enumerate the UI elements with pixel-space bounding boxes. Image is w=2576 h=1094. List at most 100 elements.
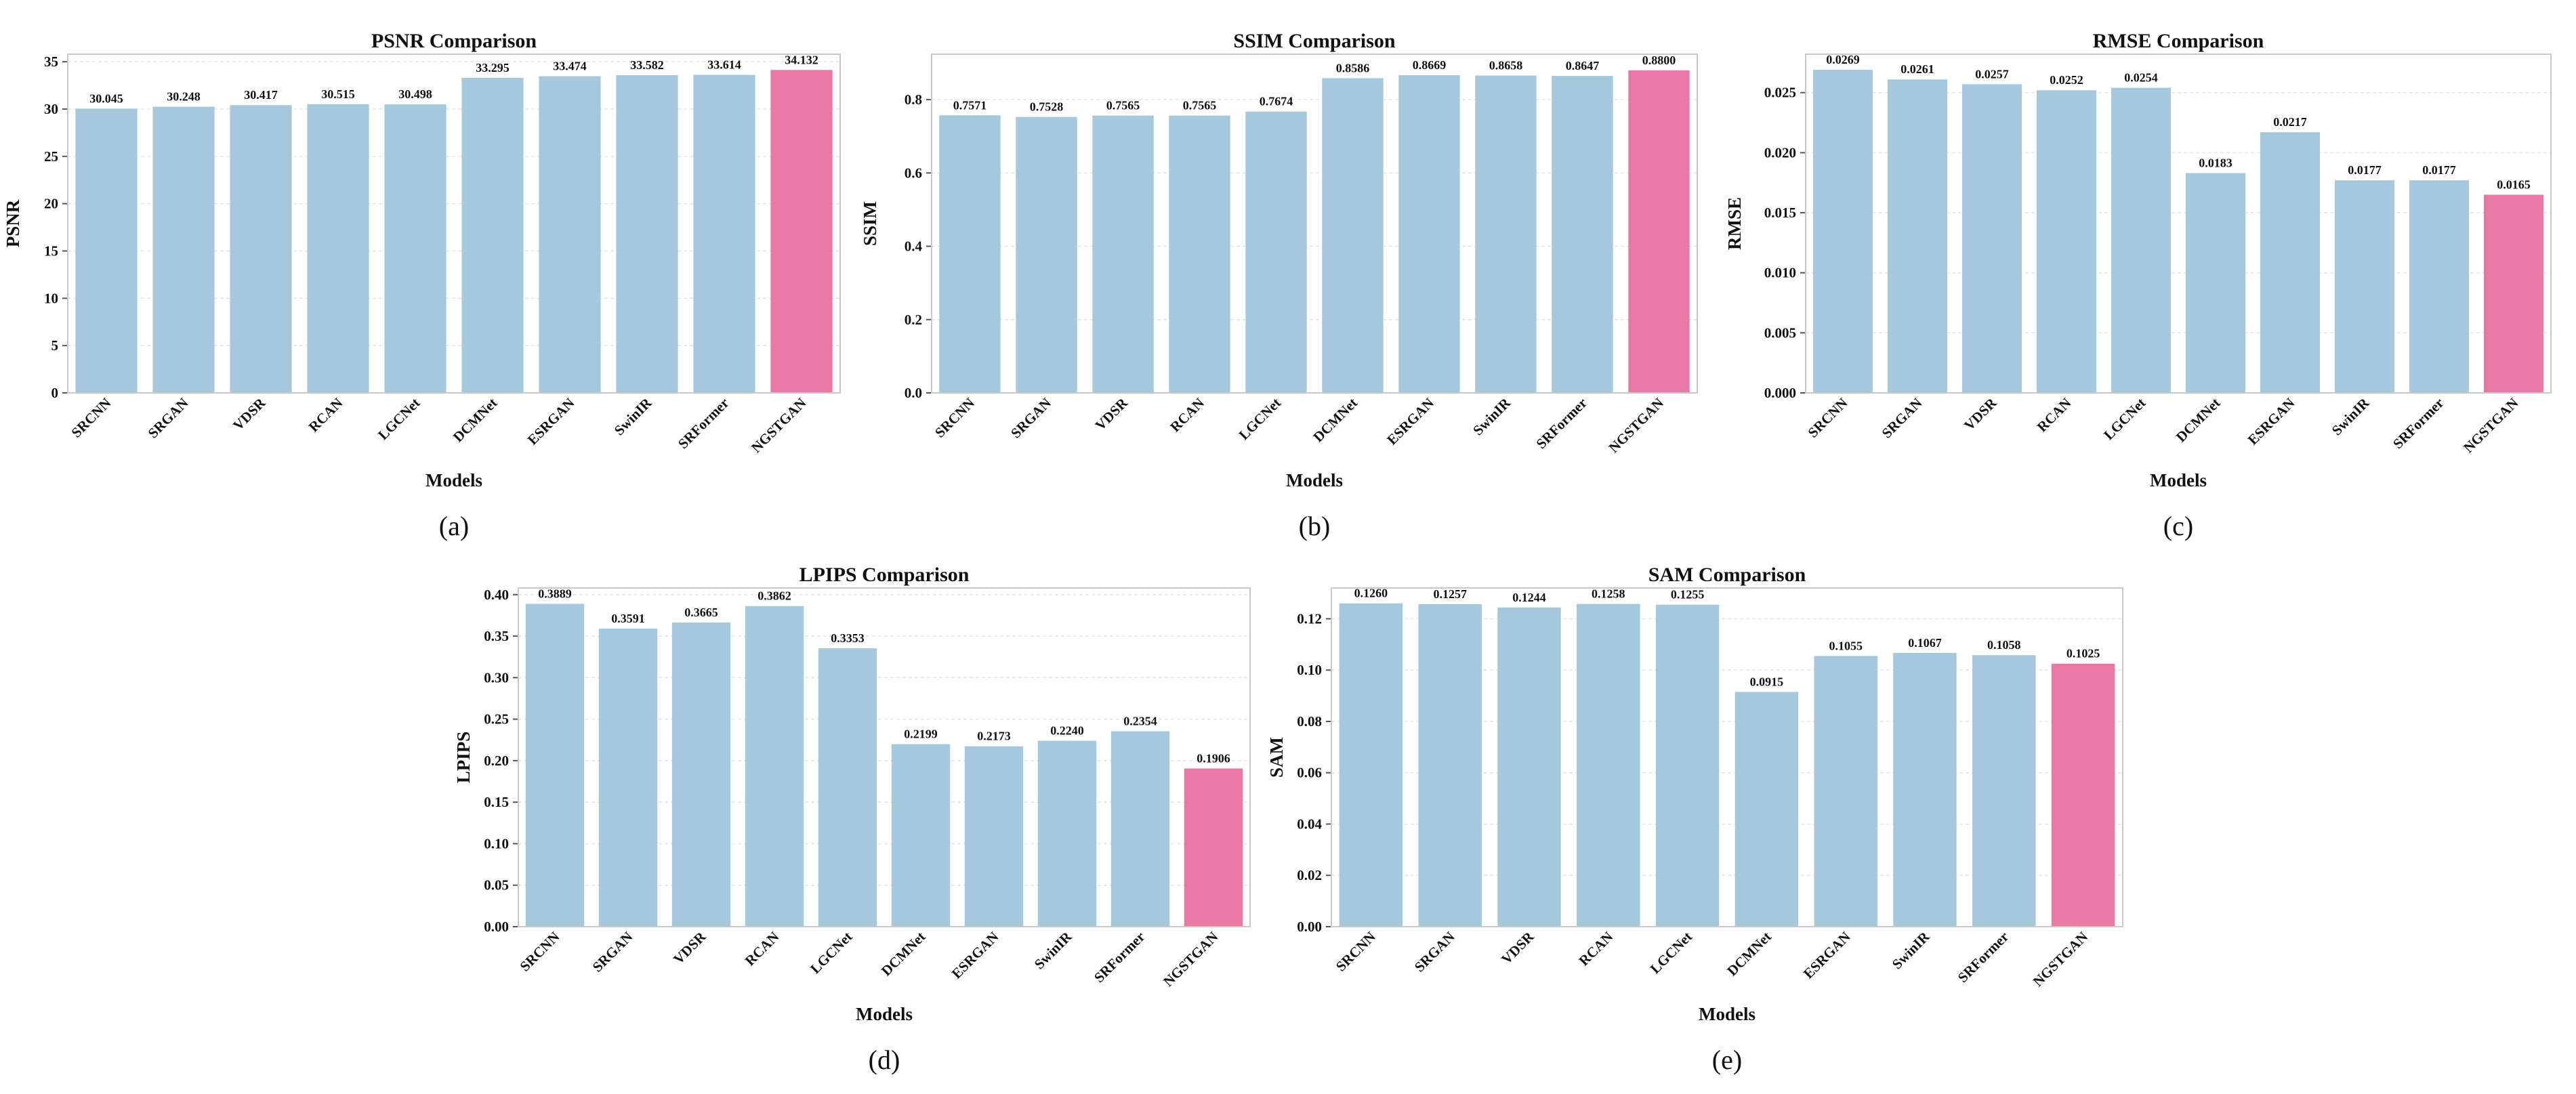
sam-category-label: ESRGAN	[1800, 929, 1854, 982]
rmse-value-label: 0.0257	[1975, 67, 2009, 81]
sam-value-label: 0.0915	[1750, 675, 1784, 688]
lpips-category-label: SwinIR	[1031, 928, 1075, 972]
ssim-x-axis-label: Models	[1286, 470, 1343, 490]
rmse-ytick-label: 0.010	[1764, 265, 1796, 281]
ssim-ytick-label: 0.4	[905, 238, 923, 255]
lpips-value-label: 0.3591	[611, 612, 645, 625]
ssim-value-label: 0.7565	[1106, 99, 1140, 112]
ssim-bar-srgan	[1016, 117, 1077, 393]
psnr-value-label: 30.417	[244, 88, 278, 102]
rmse-category-label: ESRGAN	[2245, 395, 2298, 448]
psnr-value-label: 30.498	[398, 87, 432, 101]
psnr-ytick-label: 10	[44, 290, 58, 306]
psnr-bar-vdsr	[230, 105, 292, 393]
ssim-ytick-label: 0.0	[905, 385, 922, 401]
psnr-chart: 0 5 10 15 20 25 30 35 30.045 SRCNN 30.248 SRGAN 30.4…	[3, 30, 841, 541]
rmse-bar-srformer	[2409, 180, 2469, 393]
lpips-ytick-label: 0.35	[484, 628, 509, 644]
ssim-ytick-label: 0.6	[905, 165, 922, 181]
lpips-category-label: ESRGAN	[949, 929, 1002, 982]
sam-ytick-label: 0.04	[1297, 816, 1322, 832]
ssim-ytick-label: 0.8	[905, 91, 922, 108]
lpips-chart: 0.00 0.05 0.10 0.15 0.20 0.25 0.30 0.35 0.40 0.38…	[453, 564, 1251, 1075]
sam-bar-srformer	[1972, 655, 2036, 927]
lpips-bar-swinir	[1037, 740, 1097, 927]
rmse-ytick-label: 0.020	[1764, 144, 1796, 161]
rmse-bar-swinir	[2335, 180, 2394, 393]
rmse-ytick-label: 0.005	[1764, 324, 1796, 341]
psnr-bar-esrgan	[539, 76, 601, 394]
psnr-ytick-label: 35	[44, 54, 58, 70]
rmse-category-label: SwinIR	[2329, 394, 2373, 438]
lpips-ytick-label: 0.10	[484, 835, 509, 851]
psnr-category-label: SRFormer	[675, 395, 732, 453]
sam-x-axis-label: Models	[1699, 1004, 1756, 1024]
psnr-plot-frame	[67, 54, 841, 394]
sam-bar-rcan	[1577, 604, 1640, 927]
psnr-category-label: LGCNet	[375, 395, 423, 443]
lpips-category-label: RCAN	[742, 929, 783, 969]
ssim-bar-ngstgan	[1628, 70, 1690, 394]
psnr-value-label: 33.614	[707, 58, 741, 72]
psnr-value-label: 33.295	[476, 61, 510, 75]
rmse-chart: 0.000 0.005 0.010 0.015 0.020 0.025 0.0269 SRCN…	[1724, 30, 2552, 541]
psnr-ytick-label: 15	[44, 243, 58, 259]
rmse-category-label: NGSTGAN	[2460, 395, 2521, 456]
rmse-value-label: 0.0217	[2273, 115, 2307, 129]
psnr-bar-swinir	[616, 75, 678, 393]
ssim-category-label: NGSTGAN	[1606, 395, 1667, 456]
rmse-value-label: 0.0269	[1826, 53, 1860, 66]
ssim-title: SSIM Comparison	[1233, 30, 1396, 52]
psnr-ytick-label: 5	[51, 337, 59, 354]
lpips-bar-lgcnet	[818, 648, 877, 927]
rmse-ytick-label: 0.025	[1764, 85, 1796, 101]
lpips-category-label: NGSTGAN	[1160, 929, 1221, 990]
sam-value-label: 0.1055	[1829, 639, 1863, 652]
lpips-ytick-label: 0.15	[484, 794, 509, 810]
lpips-value-label: 0.3889	[538, 587, 572, 600]
sam-y-axis-label: SAM	[1266, 737, 1287, 778]
ssim-value-label: 0.8669	[1413, 58, 1447, 72]
sam-panel-letter: (e)	[1712, 1045, 1742, 1075]
rmse-value-label: 0.0177	[2348, 163, 2382, 177]
ssim-bar-lgcnet	[1245, 111, 1307, 393]
sam-title: SAM Comparison	[1648, 564, 1806, 586]
psnr-category-label: ESRGAN	[524, 395, 578, 448]
ssim-bar-esrgan	[1398, 75, 1460, 394]
lpips-bar-srformer	[1110, 731, 1170, 927]
rmse-bar-dcmnet	[2186, 173, 2245, 393]
rmse-ytick-label: 0.000	[1764, 385, 1796, 401]
ssim-category-label: VDSR	[1092, 394, 1131, 434]
sam-ytick-label: 0.10	[1297, 662, 1322, 678]
lpips-category-label: SRCNN	[516, 929, 562, 975]
lpips-value-label: 0.2240	[1050, 723, 1084, 737]
lpips-ytick-label: 0.40	[484, 587, 509, 603]
ssim-category-label: SRCNN	[932, 395, 978, 441]
ssim-value-label: 0.8658	[1489, 58, 1523, 72]
sam-ytick-label: 0.08	[1297, 713, 1322, 730]
sam-category-label: SRGAN	[1411, 929, 1458, 975]
sam-category-label: SRFormer	[1955, 929, 2012, 986]
lpips-x-axis-label: Models	[856, 1004, 913, 1024]
ssim-category-label: SwinIR	[1470, 394, 1514, 438]
ssim-category-label: SRFormer	[1533, 395, 1590, 453]
psnr-bar-ngstgan	[770, 70, 833, 394]
lpips-category-label: VDSR	[670, 928, 709, 967]
rmse-bar-rcan	[2037, 90, 2096, 394]
lpips-value-label: 0.3862	[757, 589, 791, 603]
psnr-ytick-label: 0	[51, 385, 59, 401]
rmse-bar-vdsr	[1962, 84, 2022, 394]
psnr-y-axis-label: PSNR	[3, 199, 23, 247]
sam-bar-srcnn	[1339, 603, 1403, 927]
sam-value-label: 0.1255	[1671, 588, 1705, 602]
sam-ytick-label: 0.02	[1297, 867, 1322, 883]
ssim-bar-dcmnet	[1322, 78, 1384, 393]
ssim-bar-srformer	[1552, 76, 1613, 393]
sam-ytick-label: 0.00	[1297, 919, 1322, 935]
ssim-panel-letter: (b)	[1299, 511, 1331, 541]
psnr-panel-letter: (a)	[439, 511, 469, 541]
lpips-category-label: LGCNet	[807, 929, 855, 977]
sam-value-label: 0.1067	[1908, 636, 1942, 650]
psnr-bar-dcmnet	[461, 77, 524, 394]
